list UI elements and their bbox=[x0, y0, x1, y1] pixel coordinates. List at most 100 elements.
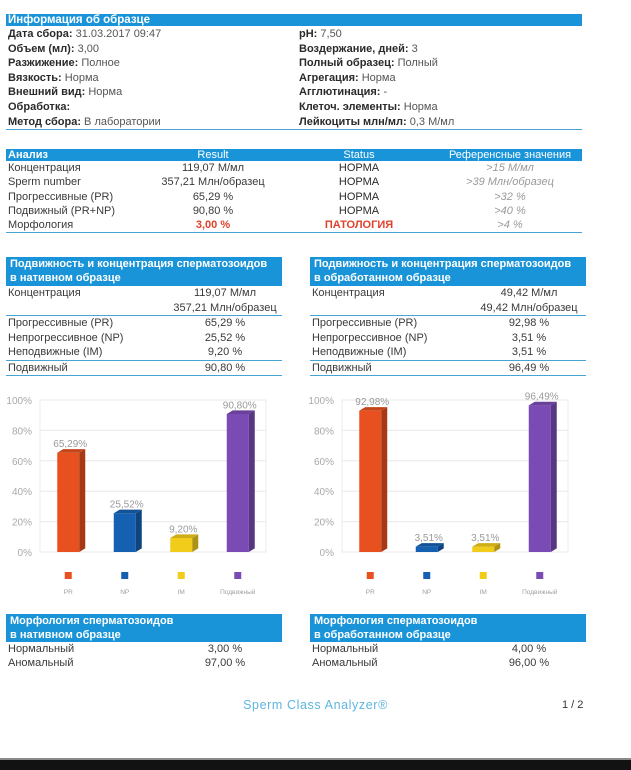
y-tick-label: 20% bbox=[314, 518, 334, 529]
legend-swatch bbox=[536, 572, 544, 579]
table-row-immotile: Неподвижные (IM) 9,20 % bbox=[6, 345, 282, 361]
bottom-edge-bar bbox=[0, 758, 631, 770]
morphology-processed-title: Морфология сперматозоидов в обработанном… bbox=[310, 614, 586, 642]
analysis-status: НОРМА bbox=[338, 190, 380, 203]
y-tick-label: 80% bbox=[12, 426, 32, 437]
bar-IM bbox=[170, 534, 199, 552]
info-field-leukocytes: Лейкоциты млн/мл: 0,3 М/мл bbox=[299, 115, 455, 128]
column-header-reference: Референсные значения bbox=[448, 149, 572, 161]
legend-label: NP bbox=[422, 589, 431, 596]
bar-side bbox=[437, 543, 444, 552]
table-row-progressive: Прогрессивные (PR) 65,29 % bbox=[8, 317, 246, 329]
table-row: Прогрессивные (PR) 65,29 % НОРМА >32 % bbox=[6, 190, 582, 204]
bar-side bbox=[550, 401, 557, 552]
analysis-table-header: Анализ Result Status Референсные значени… bbox=[6, 149, 582, 161]
info-field-abstinence: Воздержание, дней: 3 bbox=[299, 42, 418, 55]
motility-native-chart: 0% 20% 40% 60% 80% 100% 65,29% PR 25,52% NP 9,20% I… bbox=[4, 388, 284, 603]
y-tick-label: 100% bbox=[308, 396, 334, 407]
bar-value-label: 3,51% bbox=[471, 533, 499, 544]
bar-front bbox=[226, 413, 249, 552]
y-tick-label: 100% bbox=[6, 396, 32, 407]
analysis-name: Sperm number bbox=[8, 176, 81, 189]
y-tick-label: 60% bbox=[12, 457, 32, 468]
analysis-status: НОРМА bbox=[338, 204, 380, 217]
morphology-native-table: Морфология сперматозоидов в нативном обр… bbox=[6, 614, 282, 671]
legend-swatch bbox=[121, 572, 129, 579]
bar-top bbox=[359, 407, 388, 411]
info-field-processing: Обработка: bbox=[8, 100, 71, 113]
analysis-result: 357,21 Млн/образец bbox=[161, 176, 265, 189]
info-field-liquefaction: Разжижение: Полное bbox=[8, 57, 120, 70]
table-row-normal: Нормальный 4,00 % bbox=[312, 643, 547, 655]
table-row-sperm-number: 357,21 Млн/образец bbox=[6, 301, 282, 316]
analysis-name: Подвижный (PR+NP) bbox=[8, 204, 116, 217]
bar-front bbox=[472, 546, 495, 552]
sample-info-left-column: Дата сбора: 31.03.2017 09:47 Объем (мл):… bbox=[6, 27, 299, 129]
info-field-aggregation: Агрегация: Норма bbox=[299, 71, 396, 84]
y-tick-label: 20% bbox=[12, 518, 32, 529]
analysis-result: 119,07 М/мл bbox=[181, 162, 245, 174]
bar-NP bbox=[415, 543, 444, 552]
analysis-reference: >40 % bbox=[494, 204, 526, 217]
y-tick-label: 40% bbox=[314, 487, 334, 498]
bar-value-label: 25,52% bbox=[110, 500, 144, 511]
bar-front bbox=[113, 513, 136, 552]
bar-value-label: 9,20% bbox=[169, 524, 197, 535]
table-row-sperm-number: 49,42 Млн/образец bbox=[310, 301, 586, 316]
morphology-processed-table: Морфология сперматозоидов в обработанном… bbox=[310, 614, 586, 671]
bar-side bbox=[192, 534, 199, 552]
bar-Подвижный bbox=[226, 410, 255, 552]
bar-top bbox=[113, 509, 142, 514]
analysis-name: Концентрация bbox=[8, 162, 81, 174]
motility-native-table: Подвижность и концентрация сперматозоидо… bbox=[6, 257, 282, 376]
y-tick-label: 80% bbox=[314, 426, 334, 437]
table-row: Морфология 3,00 % ПАТОЛОГИЯ >4 % bbox=[6, 218, 582, 232]
analysis-name: Морфология bbox=[8, 219, 74, 232]
bar-side bbox=[494, 543, 501, 552]
table-row-progressive: Прогрессивные (PR) 92,98 % bbox=[312, 317, 550, 329]
motility-processed-table: Подвижность и концентрация сперматозоидо… bbox=[310, 257, 586, 376]
info-field-ph: pH: 7,50 bbox=[299, 28, 342, 40]
table-row-immotile: Неподвижные (IM) 3,51 % bbox=[310, 345, 586, 361]
analysis-result: 65,29 % bbox=[192, 190, 234, 203]
bar-PR bbox=[359, 407, 388, 552]
info-field-volume: Объем (мл): 3,00 bbox=[8, 42, 99, 55]
page-number: 1 / 2 bbox=[562, 699, 584, 711]
table-row: Концентрация 119,07 М/мл НОРМА >15 М/мл bbox=[6, 161, 582, 175]
table-row-nonprogressive: Непрогрессивное (NP) 3,51 % bbox=[312, 331, 547, 344]
bar-front bbox=[415, 546, 438, 552]
legend-label: NP bbox=[120, 589, 129, 596]
bar-value-label: 96,49% bbox=[525, 392, 559, 403]
legend-label: Подвижный bbox=[220, 588, 256, 596]
bar-front bbox=[359, 410, 382, 552]
sample-info-section: Информация об образце Дата сбора: 31.03.… bbox=[6, 14, 582, 131]
legend-label: Подвижный bbox=[522, 588, 558, 596]
legend-label: PR bbox=[366, 589, 375, 596]
motility-native-chart-svg: 0% 20% 40% 60% 80% 100% 65,29% PR 25,52% NP 9,20% I… bbox=[6, 396, 267, 596]
bar-top bbox=[472, 543, 501, 547]
bar-top bbox=[170, 534, 199, 539]
bar-side bbox=[248, 410, 255, 552]
bar-NP bbox=[113, 509, 142, 552]
info-field-agglutination: Агглютинация: - bbox=[299, 86, 388, 99]
bar-front bbox=[170, 538, 193, 552]
bar-top bbox=[226, 410, 255, 414]
info-field-collection-method: Метод сбора: В лаборатории bbox=[8, 115, 161, 128]
y-tick-label: 0% bbox=[18, 548, 33, 559]
bar-top bbox=[415, 543, 444, 547]
table-row-concentration: Концентрация 49,42 М/мл bbox=[312, 287, 558, 299]
analysis-status: НОРМА bbox=[338, 162, 380, 174]
bar-side bbox=[381, 407, 388, 552]
bar-front bbox=[528, 405, 551, 552]
table-row-motile-total: Подвижный 90,80 % bbox=[6, 361, 282, 376]
motility-native-title: Подвижность и концентрация сперматозоидо… bbox=[6, 257, 282, 286]
bar-side bbox=[135, 509, 142, 552]
info-field-collection-date: Дата сбора: 31.03.2017 09:47 bbox=[8, 28, 162, 40]
analysis-result: 3,00 % bbox=[195, 219, 231, 232]
analysis-reference: >39 Млн/образец bbox=[466, 176, 554, 189]
sample-info-title: Информация об образце bbox=[6, 14, 582, 26]
analysis-reference: >15 М/мл bbox=[486, 162, 534, 174]
table-row-nonprogressive: Непрогрессивное (NP) 25,52 % bbox=[8, 331, 246, 344]
column-header-analysis: Анализ bbox=[8, 149, 48, 161]
divider bbox=[6, 129, 582, 131]
